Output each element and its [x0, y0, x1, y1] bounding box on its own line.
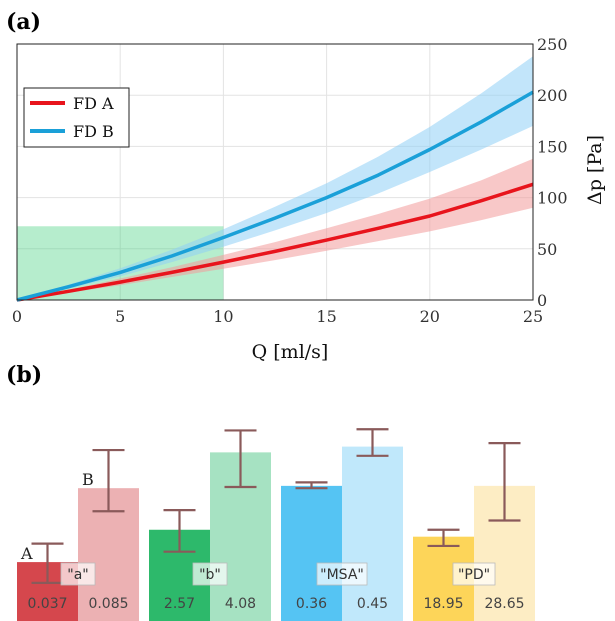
value-label-1-1: 4.08 [225, 596, 256, 612]
value-label-2-1: 0.45 [357, 596, 388, 612]
value-labels: 0.037 0.085 2.57 4.08 0.36 0.45 18.95 28.65 [27, 596, 524, 612]
confidence-bands [17, 56, 533, 300]
line-series-1 [16, 90, 534, 302]
y-tick-3: 150 [537, 137, 568, 156]
bars [17, 446, 535, 621]
category-labels: "a" "b" "MSA" "PD" [60, 562, 496, 586]
x-tick-labels: 0 5 10 15 20 25 [12, 307, 543, 326]
value-label-3-0: 18.95 [423, 596, 463, 612]
bar-chart-panel: "a" "b" "MSA" "PD" 0.037 0.085 2.57 4.08 0.36 0.… [17, 428, 535, 621]
x-axis-label: Q [ml/s] [252, 341, 329, 363]
x-tick-3: 15 [316, 307, 336, 326]
value-label-2-0: 0.36 [296, 596, 327, 612]
y-axis-label: Δp [Pa] [584, 135, 606, 205]
legend-label-fd-b: FD B [73, 122, 114, 141]
line-series-0 [16, 182, 534, 302]
panel-label-b: (b) [6, 362, 42, 388]
value-label-3-1: 28.65 [484, 596, 524, 612]
value-label-1-0: 2.57 [164, 596, 195, 612]
x-tick-4: 20 [420, 307, 440, 326]
x-tick-5: 25 [523, 307, 543, 326]
category-box-3 [452, 562, 496, 586]
y-tick-2: 100 [537, 189, 568, 208]
x-tick-0: 0 [12, 307, 22, 326]
y-tick-labels: 0 50 100 150 200 250 [537, 35, 568, 310]
category-box-1 [192, 562, 228, 586]
bar-letter-b: B [82, 470, 94, 489]
y-tick-0: 0 [537, 291, 547, 310]
series-lines [16, 90, 534, 302]
y-tick-1: 50 [537, 240, 557, 259]
x-tick-1: 5 [115, 307, 125, 326]
category-box-0 [60, 562, 96, 586]
category-label-0: "a" [67, 567, 88, 583]
bar-letter-a: A [20, 544, 33, 563]
legend-label-fd-a: FD A [73, 94, 114, 113]
category-label-3: "PD" [458, 567, 490, 583]
legend: FD A FD B [23, 87, 130, 148]
bar-2-0 [281, 485, 342, 621]
category-label-2: "MSA" [320, 567, 364, 583]
category-label-1: "b" [199, 567, 221, 583]
panel-label-a: (a) [6, 9, 41, 35]
category-box-2 [316, 562, 368, 586]
y-tick-4: 200 [537, 86, 568, 105]
y-tick-5: 250 [537, 35, 568, 54]
bar-2-1 [342, 446, 403, 621]
line-chart-panel: 0 5 10 15 20 25 0 50 100 150 200 250 Q [ml/s] Δp [… [12, 35, 606, 363]
error-bars [31, 428, 521, 584]
legend-box [23, 87, 130, 148]
value-label-0-1: 0.085 [88, 596, 128, 612]
value-label-0-0: 0.037 [27, 596, 67, 612]
plot-frame [16, 43, 534, 301]
band-series-0 [17, 158, 533, 300]
x-tick-2: 10 [213, 307, 233, 326]
